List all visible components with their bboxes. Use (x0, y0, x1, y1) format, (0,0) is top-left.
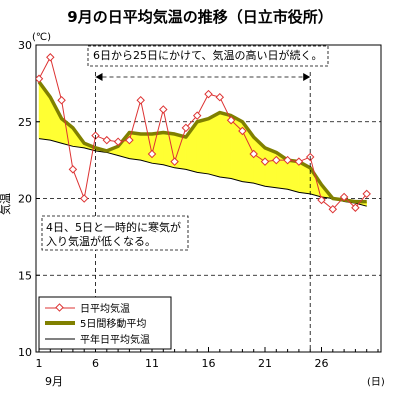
legend-marker-daily (55, 303, 64, 312)
data-point-daily (36, 74, 44, 84)
annotation-cold-box (41, 215, 189, 251)
data-point-daily (79, 194, 89, 203)
data-point-daily (113, 137, 123, 146)
data-point-daily (57, 96, 66, 105)
annotation-warm-box (87, 45, 329, 67)
data-point-daily (170, 157, 179, 166)
data-point-daily (125, 135, 134, 145)
y-tick-label-25: 25 (18, 116, 32, 129)
x-tick-label-21: 21 (258, 357, 272, 370)
legend-label-daily: 日平均気温 (80, 302, 130, 315)
data-point-daily (159, 105, 168, 114)
y-tick-label-30: 30 (18, 39, 32, 52)
y-tick-label-15: 15 (18, 269, 32, 282)
fill-segment-21 (264, 147, 277, 189)
fill-segment-15 (196, 118, 209, 175)
data-point-daily (102, 135, 112, 145)
data-point-daily (294, 157, 304, 166)
annotation-cold-text-line2: 入り気温が低くなる。 (46, 234, 156, 248)
month-label: 9月 (45, 375, 63, 388)
x-tick-label-6: 6 (92, 357, 99, 370)
data-point-daily (68, 165, 78, 174)
data-point-daily (328, 205, 338, 214)
data-point-daily (192, 111, 202, 120)
data-point-daily (351, 203, 360, 212)
data-point-daily (215, 92, 225, 102)
data-point-daily (147, 149, 157, 159)
fill-segment-23 (287, 159, 300, 193)
x-unit-label: (日) (367, 377, 385, 388)
data-point-daily (249, 149, 258, 159)
data-point-daily (238, 126, 247, 136)
y-tick-label-20: 20 (18, 193, 32, 206)
fill-segment-16 (208, 112, 221, 178)
data-point-daily (339, 192, 349, 202)
fill-segment-9 (129, 132, 141, 161)
data-point-daily (46, 53, 55, 62)
x-tick-label-26: 26 (315, 357, 329, 370)
fill-segment-10 (140, 133, 153, 164)
annotation-warm-text: 6日から25日にかけて、気温の高い日が続く。 (93, 48, 322, 62)
y-axis-label: 気温 (0, 193, 12, 215)
y-unit-label: (℃) (32, 32, 51, 43)
annotation-warm-arrow-left (95, 73, 103, 81)
data-point-daily (181, 123, 191, 133)
data-point-daily (260, 157, 270, 166)
data-point-daily (226, 115, 236, 125)
annotation-cold-text-line1: 4日、5日と一時的に寒気が (46, 220, 181, 234)
x-tick-label-16: 16 (202, 357, 216, 370)
series-line-normal (38, 138, 367, 207)
data-point-daily (136, 96, 145, 105)
x-tick-label-11: 11 (145, 357, 159, 370)
chart-title: 9月の日平均気温の推移（日立市役所） (67, 8, 333, 26)
data-point-daily (283, 155, 292, 165)
data-point-daily (362, 189, 371, 199)
annotation-warm-arrow-right (303, 73, 311, 81)
data-point-daily (317, 195, 326, 205)
series-line-daily (38, 55, 368, 210)
y-tick-label-10: 10 (18, 346, 32, 359)
data-point-daily (272, 155, 281, 165)
legend-label-moving-average: 5日間移動平均 (80, 317, 146, 330)
x-tick-label-1: 1 (36, 357, 43, 370)
legend-label-normal: 平年日平均気温 (80, 333, 150, 346)
data-point-daily (204, 89, 213, 99)
